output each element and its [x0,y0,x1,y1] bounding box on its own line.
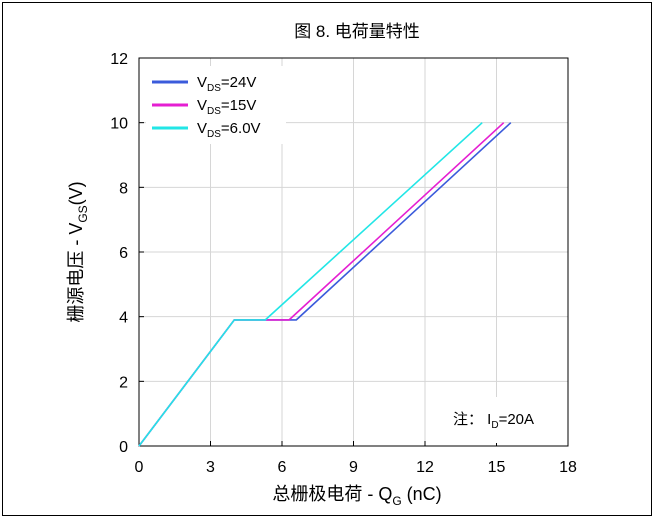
annotation-prefix: 注： I [453,411,491,428]
legend-label-sub-0: DS [207,83,221,94]
x-tick-label-0: 0 [135,459,144,476]
series-lines [138,122,512,447]
y-axis-label-unit: (V) [66,181,86,205]
x-tick-label-18: 18 [559,459,577,476]
annotation-suffix: =20A [499,411,534,428]
y-axis-label-main: 栅源电压 - V [66,223,86,323]
legend-label-main-0: V [197,74,207,91]
legend-label-main-1: V [197,97,207,114]
y-axis-label-sub: GS [76,205,90,222]
y-tick-label-12: 12 [110,51,128,68]
legend-label-value-0: =24V [221,74,256,91]
x-tick-label-6: 6 [278,459,287,476]
series-line-2 [138,122,483,447]
y-tick-label-8: 8 [119,180,128,197]
legend-label-1: VDS=15V [197,97,256,117]
x-axis-label: 总栅极电荷 - QG (nC) [272,484,441,508]
legend-label-value-1: =15V [221,97,256,114]
y-tick-label-4: 4 [119,310,128,327]
x-tick-label-9: 9 [349,459,358,476]
annotation-box [441,397,565,443]
y-tick-label-2: 2 [119,374,128,391]
y-tick-label-10: 10 [110,116,128,133]
legend-label-0: VDS=24V [197,74,256,94]
x-axis-label-unit: (nC) [402,484,442,504]
legend-label-main-2: V [197,120,207,137]
legend-label-value-2: =6.0V [221,120,261,137]
x-tick-label-12: 12 [416,459,434,476]
annotation-text: 注： ID=20A [453,411,534,431]
legend-label-sub-1: DS [207,106,221,117]
x-tick-label-3: 3 [206,459,215,476]
x-axis-label-sub: G [392,494,401,508]
annotation-sub: D [491,420,498,431]
chart-title: 图 8. 电荷量特性 [294,22,420,41]
y-tick-label-6: 6 [119,245,128,262]
legend-label-sub-2: DS [207,129,221,140]
x-tick-label-15: 15 [488,459,506,476]
x-axis-label-main: 总栅极电荷 - Q [272,484,392,504]
y-tick-label-0: 0 [119,439,128,456]
legend-label-2: VDS=6.0V [197,120,261,140]
y-axis-label: 栅源电压 - VGS(V) [66,181,90,322]
x-tick-labels: 0 3 6 9 12 15 18 [135,441,577,476]
y-tick-labels: 0 2 4 6 8 10 12 [110,51,144,456]
